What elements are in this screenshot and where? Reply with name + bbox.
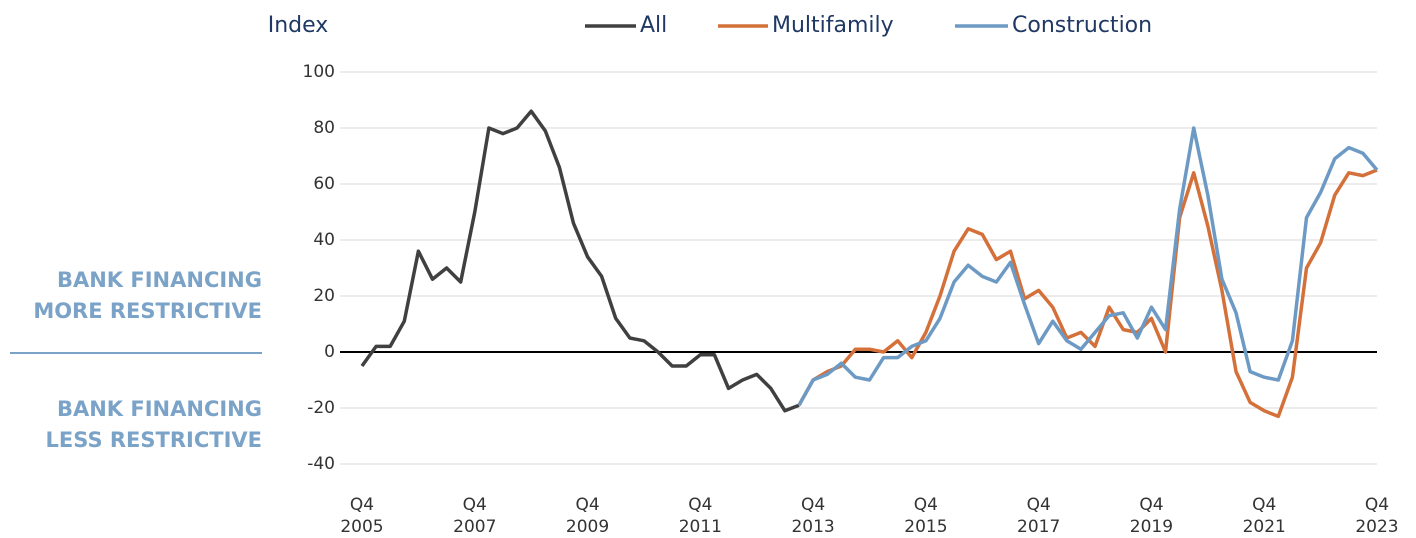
x-tick-label: Q4 2021 <box>1243 495 1286 537</box>
y-tick-label: 40 <box>313 230 335 250</box>
legend-label: Multifamily <box>772 13 894 38</box>
x-tick-label: Q4 2011 <box>679 495 722 537</box>
x-tick-label: Q4 2005 <box>340 495 383 537</box>
x-tick-label: Q4 2015 <box>904 495 947 537</box>
y-tick-label: -20 <box>307 398 335 418</box>
legend-label: Construction <box>1012 13 1152 38</box>
y-axis-label: Index <box>268 13 329 38</box>
annotation: LESS RESTRICTIVE <box>46 428 262 452</box>
y-tick-label: 60 <box>313 174 335 194</box>
x-tick-label: Q4 2023 <box>1355 495 1398 537</box>
legend-label: All <box>640 13 667 38</box>
annotation: MORE RESTRICTIVE <box>33 299 262 323</box>
y-tick-label: 20 <box>313 286 335 306</box>
y-tick-label: 0 <box>324 342 335 362</box>
line-series <box>360 109 800 413</box>
annotation: BANK FINANCING <box>57 268 262 292</box>
x-tick-label: Q4 2007 <box>453 495 496 537</box>
y-tick-label: -40 <box>307 454 335 474</box>
line-series <box>797 126 1379 407</box>
annotation: BANK FINANCING <box>57 397 262 421</box>
x-tick-label: Q4 2019 <box>1130 495 1173 537</box>
x-tick-label: Q4 2013 <box>791 495 834 537</box>
x-tick-label: Q4 2017 <box>1017 495 1060 537</box>
line-series <box>797 168 1378 419</box>
y-tick-label: 80 <box>313 118 335 138</box>
y-tick-label: 100 <box>303 62 335 82</box>
x-tick-label: Q4 2009 <box>566 495 609 537</box>
